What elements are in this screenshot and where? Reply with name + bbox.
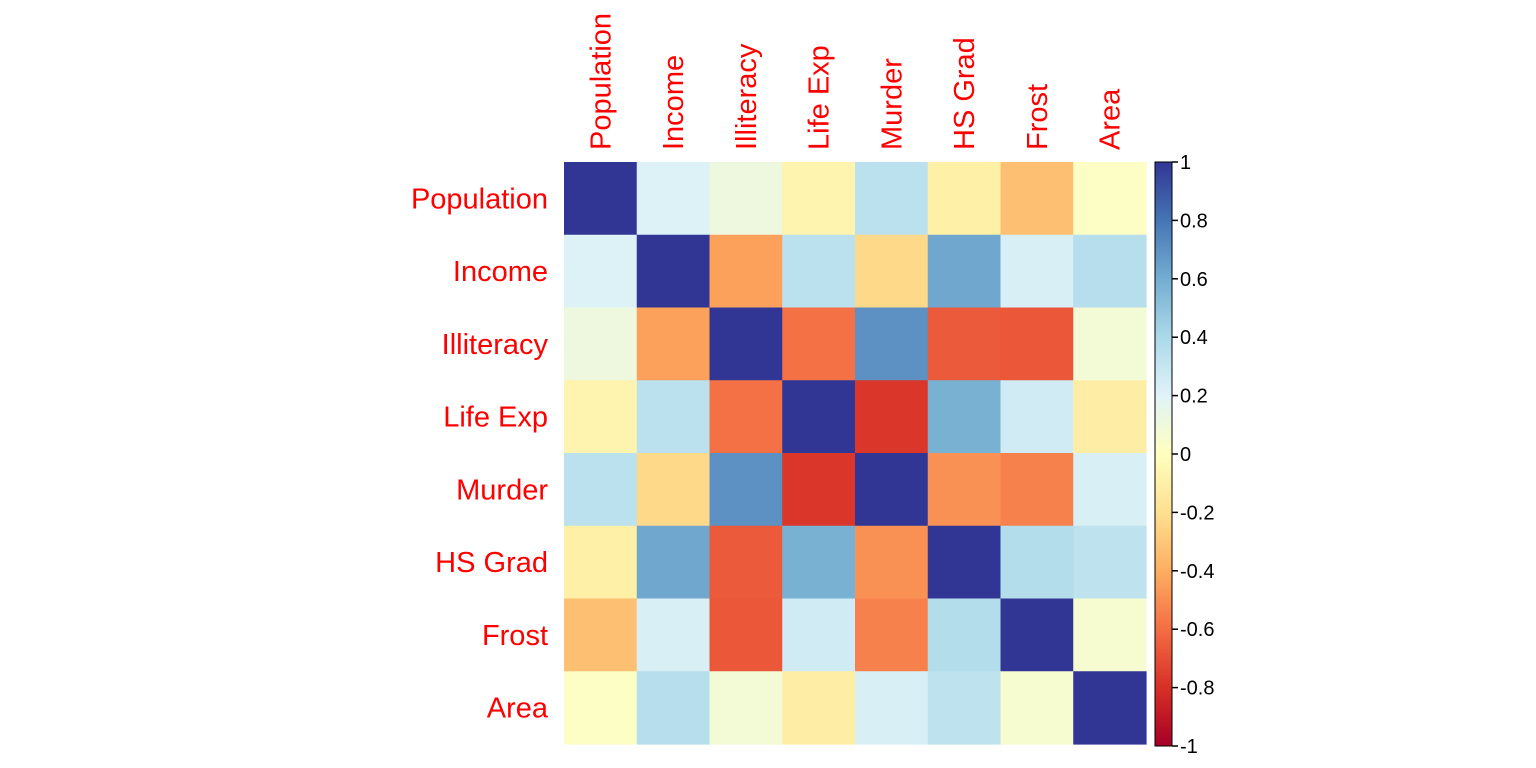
column-label: Life Exp bbox=[804, 45, 836, 150]
heatmap-cell bbox=[564, 525, 638, 600]
heatmap-cell bbox=[855, 162, 929, 236]
colorbar-tick-label: -1 bbox=[1180, 736, 1198, 758]
colorbar-gradient bbox=[1154, 161, 1173, 747]
heatmap-cell bbox=[709, 307, 783, 381]
heatmap-cell bbox=[636, 307, 711, 381]
heatmap-cell bbox=[855, 380, 929, 454]
heatmap-cell bbox=[636, 234, 711, 309]
heatmap-cell bbox=[709, 671, 783, 745]
heatmap-cell bbox=[1000, 162, 1074, 236]
row-label: HS Grad bbox=[435, 547, 548, 579]
heatmap-cell bbox=[927, 307, 1002, 381]
column-label: Income bbox=[658, 55, 690, 150]
row-label: Illiteracy bbox=[442, 329, 549, 361]
heatmap-cell bbox=[636, 525, 711, 600]
heatmap-cell bbox=[782, 453, 856, 527]
heatmap-cell bbox=[927, 234, 1002, 309]
colorbar-tick-label: -0.8 bbox=[1180, 678, 1214, 700]
colorbar-tick-label: -0.4 bbox=[1180, 561, 1214, 583]
heatmap-cell bbox=[927, 525, 1002, 600]
heatmap-cell bbox=[1000, 234, 1074, 309]
row-label: Income bbox=[453, 256, 548, 288]
heatmap-cell bbox=[564, 671, 638, 745]
heatmap-cell bbox=[1000, 307, 1074, 381]
heatmap-cell bbox=[1073, 598, 1147, 672]
colorbar: 1 0.8 0.6 0.4 0.2 0 -0.2 -0.4 -0.6 -0.8 -1 bbox=[1154, 152, 1214, 758]
heatmap-cell bbox=[1000, 525, 1074, 600]
row-labels: Population Income Illiteracy Life Exp Murder… bbox=[411, 183, 549, 724]
heatmap-cell bbox=[636, 671, 711, 745]
row-label: Murder bbox=[456, 474, 548, 506]
heatmap-cell bbox=[927, 162, 1002, 236]
heatmap-cell bbox=[636, 380, 711, 454]
column-label: Population bbox=[585, 13, 617, 150]
heatmap-cell bbox=[564, 380, 638, 454]
heatmap-cell bbox=[1073, 453, 1147, 527]
heatmap-cell bbox=[782, 162, 856, 236]
heatmap-cell bbox=[709, 234, 783, 309]
heatmap-cell bbox=[855, 307, 929, 381]
heatmap-cell bbox=[927, 453, 1002, 527]
heatmap-cell bbox=[564, 307, 638, 381]
heatmap-cell bbox=[564, 234, 638, 309]
column-label: Illiteracy bbox=[731, 43, 763, 150]
heatmap-cell bbox=[636, 598, 711, 672]
heatmap-cell bbox=[782, 598, 856, 672]
heatmap-cell bbox=[1073, 525, 1147, 600]
colorbar-tick-label: 1 bbox=[1180, 152, 1191, 174]
heatmap-cell bbox=[782, 671, 856, 745]
heatmap-cell bbox=[782, 525, 856, 600]
heatmap-cell bbox=[855, 453, 929, 527]
heatmap-cell bbox=[782, 307, 856, 381]
colorbar-tick-label: -0.6 bbox=[1180, 619, 1214, 641]
heatmap-cell bbox=[709, 162, 783, 236]
row-label: Life Exp bbox=[443, 402, 548, 434]
heatmap-cell bbox=[636, 453, 711, 527]
heatmap-cell bbox=[782, 234, 856, 309]
heatmap-cell bbox=[709, 525, 783, 600]
colorbar-tick-label: 0.2 bbox=[1180, 386, 1208, 408]
colorbar-tick-label: 0 bbox=[1180, 444, 1191, 466]
heatmap-cell bbox=[782, 380, 856, 454]
heatmap-cell bbox=[709, 453, 783, 527]
colorbar-tick-label: 0.4 bbox=[1180, 327, 1208, 349]
heatmap-cell bbox=[709, 380, 783, 454]
heatmap-cell bbox=[855, 671, 929, 745]
heatmap-cell bbox=[1000, 671, 1074, 745]
row-label: Frost bbox=[482, 620, 548, 652]
heatmap-cell bbox=[564, 598, 638, 672]
heatmap-cell bbox=[927, 671, 1002, 745]
colorbar-tick-label: 0.6 bbox=[1180, 269, 1208, 291]
heatmap-cell bbox=[564, 162, 638, 236]
heatmap-cell bbox=[1073, 307, 1147, 381]
heatmap-cell bbox=[927, 380, 1002, 454]
column-labels: Population Income Illiteracy Life Exp Murder… bbox=[585, 13, 1126, 150]
heatmap-cell bbox=[709, 598, 783, 672]
column-label: HS Grad bbox=[949, 37, 981, 150]
heatmap-cell bbox=[564, 453, 638, 527]
heatmap-cell bbox=[636, 162, 711, 236]
heatmap-cell bbox=[1073, 162, 1147, 236]
heatmap-cell bbox=[927, 598, 1002, 672]
colorbar-tick-label: 0.8 bbox=[1180, 210, 1208, 232]
heatmap-cell bbox=[1073, 671, 1147, 745]
heatmap-cell bbox=[1000, 380, 1074, 454]
heatmap-cell bbox=[1000, 453, 1074, 527]
heatmap-cell bbox=[855, 234, 929, 309]
heatmap-cell bbox=[855, 525, 929, 600]
column-label: Murder bbox=[876, 58, 908, 150]
row-label: Population bbox=[411, 183, 548, 215]
heatmap-cell bbox=[1073, 380, 1147, 454]
column-label: Frost bbox=[1022, 84, 1054, 150]
heatmap-cell bbox=[1073, 234, 1147, 309]
heatmap-cells bbox=[564, 162, 1147, 745]
heatmap-cell bbox=[855, 598, 929, 672]
colorbar-tick-label: -0.2 bbox=[1180, 502, 1214, 524]
heatmap-cell bbox=[1000, 598, 1074, 672]
row-label: Area bbox=[487, 693, 549, 725]
column-label: Area bbox=[1095, 88, 1127, 150]
